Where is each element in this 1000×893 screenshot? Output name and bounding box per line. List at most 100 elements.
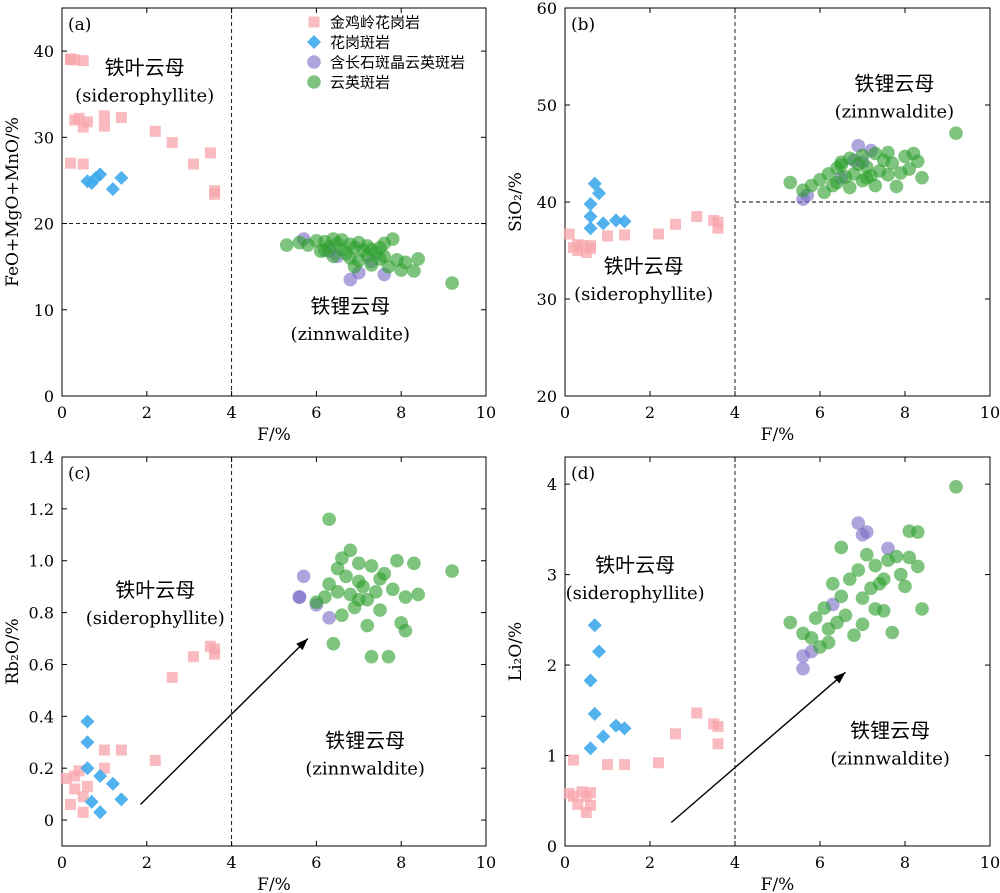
- data-point: [898, 579, 912, 594]
- data-point: [330, 585, 345, 599]
- data-point: [93, 167, 108, 182]
- data-point: [64, 799, 76, 811]
- data-point: [60, 773, 72, 785]
- legend-marker: [308, 16, 320, 28]
- x-tick-label: 10: [980, 853, 1000, 872]
- data-point: [105, 182, 120, 197]
- region-label-latin: (siderophyllite): [574, 284, 713, 305]
- data-point: [881, 145, 895, 160]
- data-point: [98, 110, 110, 122]
- data-point: [859, 170, 874, 185]
- data-point: [114, 792, 129, 807]
- y-tick-label: 4: [547, 475, 557, 494]
- series-circle: [309, 512, 459, 664]
- series-circle: [783, 480, 963, 654]
- series-diamond: [583, 176, 632, 236]
- region-label-latin: (siderophyllite): [86, 608, 225, 629]
- data-point: [868, 558, 883, 573]
- data-point: [902, 550, 917, 565]
- data-point: [653, 228, 664, 240]
- data-point: [204, 147, 216, 159]
- region-label-latin: (siderophyllite): [75, 85, 214, 106]
- data-point: [915, 170, 929, 185]
- data-point: [398, 623, 413, 638]
- data-point: [166, 137, 178, 149]
- data-point: [98, 744, 110, 756]
- data-point: [381, 649, 396, 664]
- region-label-latin: (zinnwaldite): [305, 758, 425, 779]
- data-point: [407, 264, 421, 278]
- y-tick-label: 10: [34, 301, 54, 320]
- series-square: [563, 211, 724, 258]
- data-point: [77, 806, 89, 818]
- data-point: [407, 556, 421, 571]
- x-tick-label: 6: [815, 403, 825, 422]
- data-point: [834, 589, 849, 604]
- series-diamond: [583, 618, 632, 756]
- data-point: [804, 631, 819, 645]
- data-point: [292, 590, 307, 604]
- y-axis-label: Rb₂O/%: [3, 618, 23, 684]
- x-axis-label: F/%: [761, 875, 795, 893]
- data-point: [98, 120, 110, 132]
- data-point: [187, 651, 199, 663]
- data-point: [80, 735, 95, 750]
- data-point: [296, 569, 311, 584]
- data-point: [93, 768, 108, 783]
- y-tick-label: 0.4: [29, 707, 54, 726]
- panel-d: 0 2 4 6 8 10 0 1 2 3 4 F/% Li₂O/% (d) 铁叶云母 (siderophyll…: [506, 456, 1000, 893]
- data-point: [568, 754, 579, 766]
- data-point: [64, 54, 76, 66]
- data-point: [585, 799, 596, 811]
- x-tick-label: 8: [396, 853, 406, 872]
- y-tick-label: 60: [537, 0, 557, 18]
- data-point: [855, 148, 870, 163]
- data-point: [105, 776, 120, 791]
- plot-frame: [61, 7, 487, 397]
- region-label: 铁锂云母: [325, 728, 405, 752]
- data-point: [80, 761, 95, 776]
- data-point: [825, 576, 840, 591]
- data-point: [583, 196, 598, 211]
- data-point: [910, 154, 925, 169]
- x-tick-label: 0: [57, 403, 67, 422]
- data-point: [691, 707, 703, 719]
- x-tick-label: 10: [476, 853, 496, 872]
- data-point: [335, 608, 349, 622]
- y-tick-label: 20: [537, 387, 557, 406]
- data-point: [910, 525, 925, 539]
- data-point: [851, 563, 866, 577]
- y-tick-label: 1: [547, 747, 557, 766]
- legend-label: 云英斑岩: [330, 74, 390, 92]
- data-point: [322, 512, 336, 527]
- data-point: [653, 757, 664, 769]
- data-point: [411, 252, 425, 266]
- region-label: 铁叶云母: [105, 55, 185, 79]
- data-point: [796, 661, 810, 676]
- data-point: [98, 762, 110, 774]
- x-tick-label: 2: [142, 403, 152, 422]
- y-tick-label: 30: [537, 290, 557, 309]
- data-point: [583, 673, 598, 688]
- data-point: [881, 168, 895, 182]
- data-point: [587, 618, 602, 633]
- x-tick-label: 8: [396, 403, 406, 422]
- series-circle: [279, 232, 459, 290]
- data-point: [847, 628, 861, 643]
- data-point: [411, 587, 425, 602]
- data-point: [617, 721, 632, 736]
- data-point: [881, 541, 895, 556]
- data-point: [352, 556, 366, 571]
- data-point: [885, 625, 900, 640]
- data-point: [949, 126, 963, 140]
- y-tick-label: 0.8: [29, 604, 54, 623]
- data-point: [572, 239, 584, 251]
- legend-marker: [307, 55, 321, 69]
- x-tick-label: 4: [730, 853, 740, 872]
- region-label-latin: (zinnwaldite): [291, 324, 411, 345]
- data-point: [619, 759, 630, 771]
- data-point: [279, 238, 294, 252]
- trend-arrow-head: [833, 672, 846, 684]
